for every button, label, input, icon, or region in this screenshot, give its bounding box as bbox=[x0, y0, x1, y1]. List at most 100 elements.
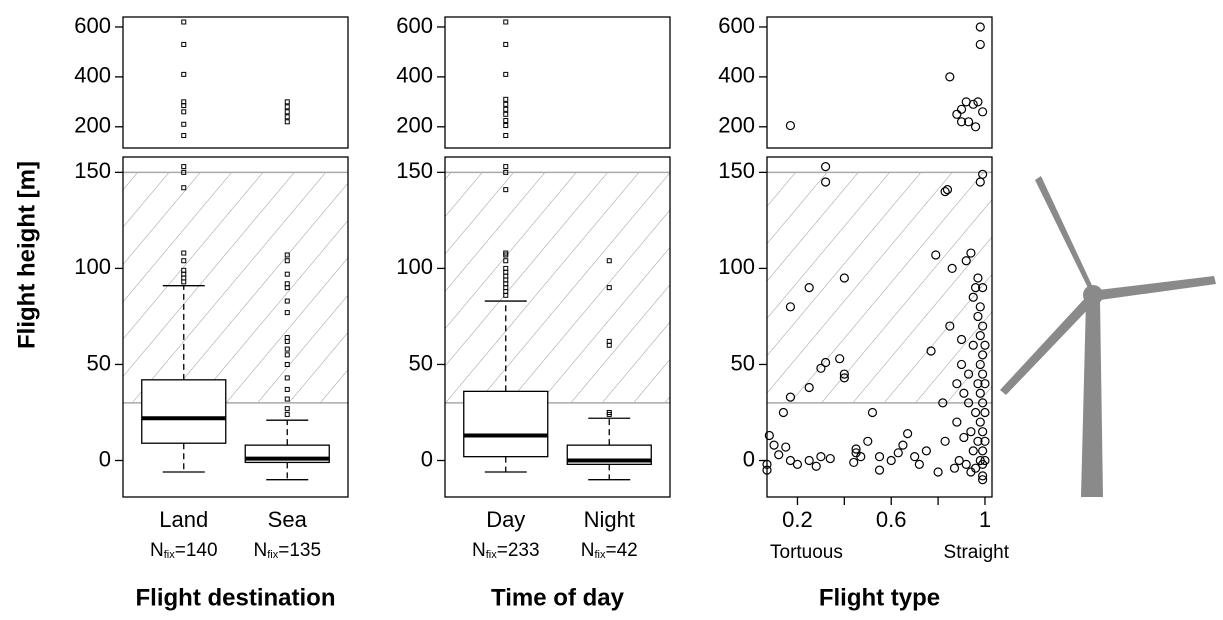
y-tick-label: 600 bbox=[74, 13, 111, 38]
outlier bbox=[284, 298, 290, 304]
point bbox=[886, 455, 896, 466]
outlier bbox=[284, 104, 290, 110]
outlier bbox=[284, 386, 290, 392]
category-label: Day bbox=[486, 507, 525, 532]
point bbox=[804, 455, 814, 466]
y-axis-label: Flight height [m] bbox=[13, 161, 40, 349]
box bbox=[141, 379, 227, 444]
point bbox=[959, 388, 969, 398]
outlier bbox=[181, 133, 187, 139]
outlier bbox=[284, 310, 290, 316]
point bbox=[820, 177, 831, 187]
point bbox=[963, 398, 974, 408]
outlier bbox=[503, 118, 509, 124]
category-label: Land bbox=[159, 507, 208, 532]
outlier bbox=[284, 411, 290, 417]
outlier bbox=[503, 71, 509, 77]
x-axis-label: Flight destination bbox=[136, 584, 336, 611]
point bbox=[980, 379, 990, 389]
y-tick-label: 150 bbox=[74, 158, 111, 183]
outlier bbox=[503, 250, 509, 256]
y-tick-label: 0 bbox=[421, 446, 433, 471]
point bbox=[926, 346, 936, 356]
point bbox=[804, 283, 814, 293]
y-tick-label: 50 bbox=[87, 350, 111, 375]
n-label: Nfix=140 bbox=[150, 540, 218, 561]
point bbox=[839, 273, 849, 283]
point bbox=[952, 379, 962, 389]
point bbox=[874, 465, 885, 475]
outlier bbox=[503, 96, 509, 102]
point bbox=[867, 407, 878, 418]
x-tick-label: 1 bbox=[979, 507, 991, 532]
point bbox=[774, 450, 784, 460]
x-end-label: Straight bbox=[944, 542, 1010, 563]
n-symbol: N bbox=[150, 540, 164, 561]
point bbox=[975, 359, 985, 370]
outlier bbox=[284, 375, 290, 381]
point bbox=[978, 107, 988, 117]
outlier bbox=[181, 99, 187, 105]
outlier bbox=[606, 338, 612, 344]
n-label: Nfix=233 bbox=[472, 540, 540, 561]
outlier bbox=[181, 250, 187, 256]
point bbox=[956, 104, 967, 114]
y-tick-label: 600 bbox=[396, 13, 433, 38]
point bbox=[973, 97, 983, 107]
point bbox=[966, 427, 976, 437]
outlier bbox=[503, 41, 509, 47]
point bbox=[762, 459, 772, 469]
point bbox=[968, 99, 978, 109]
point bbox=[978, 446, 988, 456]
y-tick-label: 400 bbox=[74, 63, 111, 88]
point bbox=[863, 436, 873, 446]
y-tick-label: 150 bbox=[396, 158, 433, 183]
point bbox=[980, 407, 990, 418]
point bbox=[952, 109, 962, 119]
point bbox=[961, 459, 971, 469]
point bbox=[978, 369, 988, 379]
point bbox=[804, 382, 814, 393]
point bbox=[980, 455, 990, 466]
point bbox=[785, 392, 796, 402]
point bbox=[970, 122, 981, 132]
point bbox=[978, 321, 988, 331]
point bbox=[975, 417, 985, 427]
outlier bbox=[284, 396, 290, 402]
outlier bbox=[181, 109, 187, 115]
point bbox=[978, 350, 988, 360]
point bbox=[816, 452, 826, 462]
outlier bbox=[181, 19, 187, 25]
point bbox=[811, 461, 821, 471]
n-subscript: fix bbox=[164, 549, 176, 561]
point bbox=[978, 283, 988, 293]
outlier bbox=[284, 252, 290, 258]
point bbox=[973, 436, 983, 446]
point bbox=[956, 359, 967, 370]
point bbox=[975, 302, 985, 312]
point bbox=[835, 354, 845, 364]
point bbox=[959, 432, 969, 443]
category-label: Sea bbox=[268, 507, 308, 532]
point bbox=[980, 436, 990, 446]
point bbox=[980, 340, 990, 350]
outlier bbox=[606, 409, 612, 415]
y-tick-label: 100 bbox=[396, 254, 433, 279]
y-tick-label: 200 bbox=[718, 113, 755, 138]
n-label: Nfix=135 bbox=[253, 540, 321, 561]
point bbox=[856, 452, 866, 462]
y-tick-label: 400 bbox=[718, 63, 755, 88]
x-axis-label: Time of day bbox=[491, 584, 625, 611]
n-value: =140 bbox=[175, 540, 218, 561]
outlier bbox=[181, 267, 187, 273]
point bbox=[910, 452, 920, 462]
point bbox=[975, 388, 985, 398]
point bbox=[966, 248, 976, 258]
outlier bbox=[181, 121, 187, 127]
point bbox=[931, 250, 941, 260]
n-label: Nfix=42 bbox=[581, 540, 638, 561]
outlier bbox=[284, 258, 290, 264]
point bbox=[820, 162, 831, 172]
point bbox=[898, 440, 908, 450]
